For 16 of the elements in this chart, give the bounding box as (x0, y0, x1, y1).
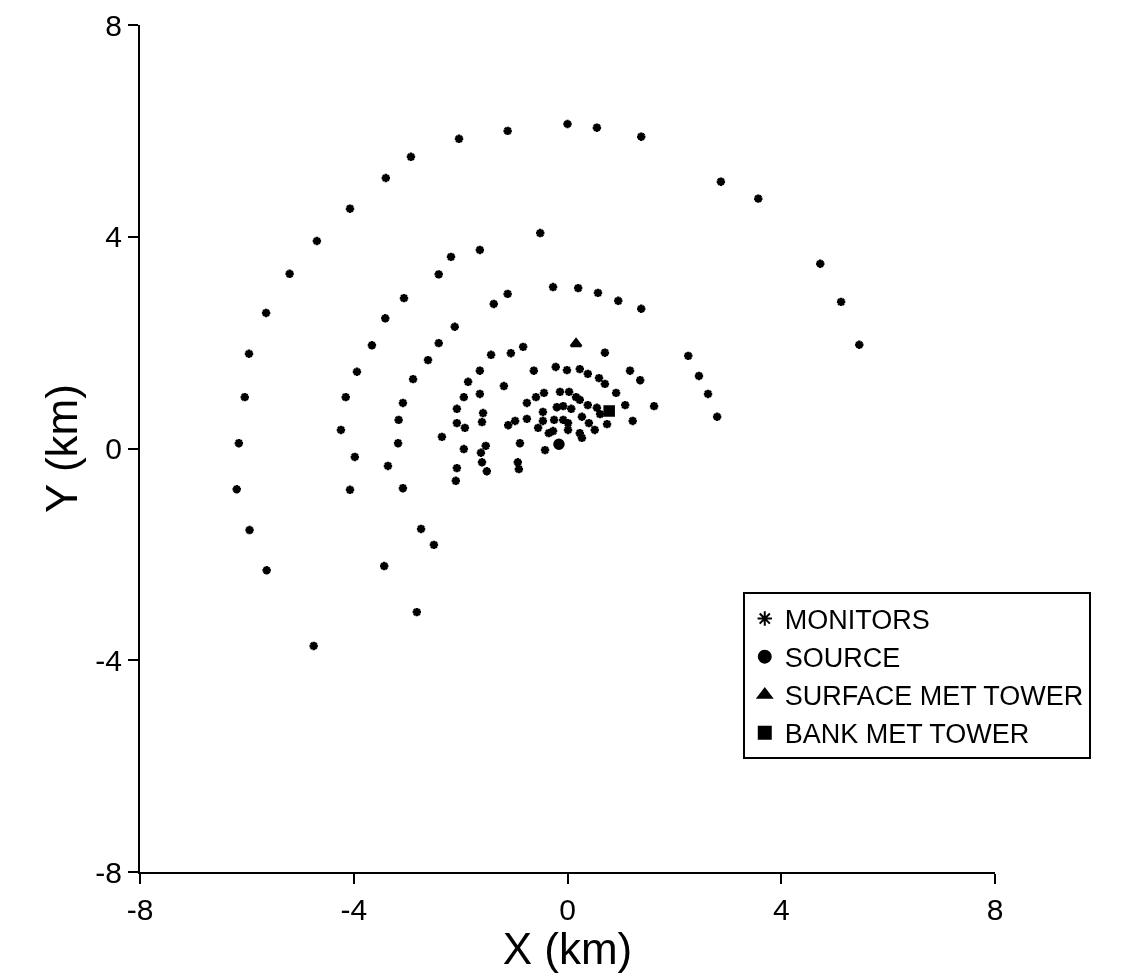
x-tick-label: 4 (772, 893, 790, 926)
y-axis-title: Y (km) (36, 384, 86, 513)
x-tick-label: -4 (340, 893, 368, 926)
legend-label: MONITORS (784, 605, 930, 636)
legend-label: BANK MET TOWER (784, 719, 1030, 750)
y-tick-label: 4 (105, 220, 122, 254)
legend-label: SOURCE (784, 643, 901, 674)
y-tick-label: 0 (105, 432, 122, 465)
x-tick-label: 8 (986, 893, 1004, 926)
y-tick-label: 8 (105, 8, 122, 42)
x-tick-label: -8 (126, 893, 154, 926)
y-tick-label: -4 (95, 643, 122, 677)
x-axis-title: X (km) (502, 924, 633, 973)
legend-label: SURFACE MET TOWER (784, 681, 1084, 712)
y-tick-label: -8 (95, 855, 122, 889)
x-tick-label: 0 (559, 893, 576, 926)
